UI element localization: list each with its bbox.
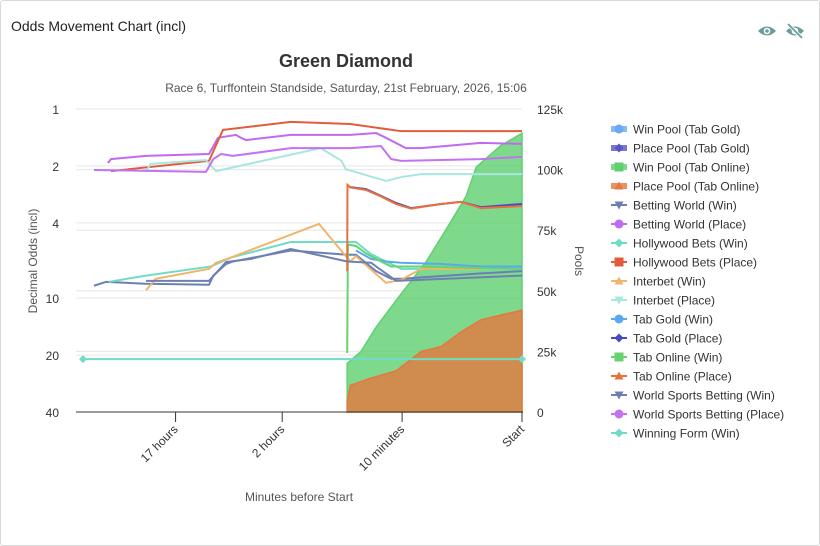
y2-tick-label: 0: [537, 406, 544, 420]
legend-marker-circle-icon: [614, 219, 624, 229]
line-series: [110, 120, 522, 173]
legend-item[interactable]: Win Pool (Tab Online): [611, 161, 750, 175]
legend-marker-triangle-icon: [614, 276, 624, 285]
y-tick-label: 10: [46, 292, 60, 306]
legend-label: Tab Gold (Place): [633, 332, 722, 346]
x-tick-label: 10 minutes: [356, 422, 407, 473]
legend-marker-diamond-icon: [614, 333, 624, 343]
y-tick-label: 2: [52, 160, 59, 174]
legend-item[interactable]: World Sports Betting (Win): [611, 389, 775, 403]
legend-label: Tab Online (Win): [633, 351, 722, 365]
legend-marker-triangle-down-icon: [614, 201, 624, 210]
legend-marker-diamond-icon: [614, 238, 624, 248]
line-series: [107, 132, 523, 164]
line-series: [346, 243, 523, 353]
eye-icon[interactable]: [757, 23, 777, 39]
legend-item[interactable]: Place Pool (Tab Gold): [611, 142, 750, 156]
x-tick-label: 2 hours: [249, 422, 287, 460]
legend-label: Win Pool (Tab Online): [633, 161, 750, 175]
legend-label: Hollywood Bets (Win): [633, 237, 748, 251]
legend-item[interactable]: Tab Gold (Place): [611, 332, 722, 346]
legend-item[interactable]: World Sports Betting (Place): [611, 408, 784, 422]
legend-marker-diamond-icon: [614, 143, 624, 153]
line-series: [93, 249, 523, 287]
legend-item[interactable]: Betting World (Place): [611, 218, 746, 232]
legend-marker-diamond-icon: [614, 428, 624, 438]
data-point-marker: [518, 355, 526, 364]
y2-tick-label: 100k: [537, 164, 564, 178]
x-tick-label: 17 hours: [138, 422, 181, 465]
line-series: [355, 249, 522, 268]
legend-marker-circle-icon: [614, 124, 624, 134]
legend-label: Place Pool (Tab Online): [633, 180, 759, 194]
y2-tick-label: 125k: [537, 103, 564, 117]
legend-item[interactable]: Winning Form (Win): [611, 427, 740, 441]
legend-label: Interbet (Win): [633, 275, 706, 289]
legend-item[interactable]: Betting World (Win): [611, 199, 737, 213]
y-tick-label: 4: [52, 217, 59, 231]
legend-marker-circle-icon: [614, 409, 624, 419]
y2-tick-label: 25k: [537, 345, 557, 359]
legend-marker-square-icon: [614, 352, 624, 362]
legend-label: World Sports Betting (Place): [633, 408, 784, 422]
eye-off-icon[interactable]: [785, 22, 805, 40]
y-tick-label: 40: [46, 406, 60, 420]
x-tick-label: Start: [499, 422, 527, 450]
legend-item[interactable]: Interbet (Place): [611, 294, 715, 308]
chart-subtitle: Race 6, Turffontein Standside, Saturday,…: [165, 81, 527, 95]
legend-item[interactable]: Interbet (Win): [611, 275, 706, 289]
legend-item[interactable]: Tab Online (Place): [611, 370, 732, 384]
legend-marker-square-icon: [614, 162, 624, 172]
legend-label: Betting World (Place): [633, 218, 746, 232]
legend-marker-triangle-down-icon: [614, 391, 624, 400]
legend-marker-circle-icon: [614, 314, 624, 324]
legend-item[interactable]: Tab Gold (Win): [611, 313, 713, 327]
line-series: [346, 182, 523, 272]
y2-tick-label: 75k: [537, 224, 557, 238]
legend-item[interactable]: Tab Online (Win): [611, 351, 722, 365]
legend-label: Place Pool (Tab Gold): [633, 142, 750, 156]
legend-item[interactable]: Hollywood Bets (Place): [611, 256, 757, 270]
legend-label: Tab Online (Place): [633, 370, 732, 384]
legend-marker-triangle-down-icon: [614, 296, 624, 305]
card-title: Odds Movement Chart (incl): [11, 18, 187, 34]
chart-title: Green Diamond: [279, 51, 413, 71]
legend-marker-triangle-icon: [614, 371, 624, 380]
legend-label: Tab Gold (Win): [633, 313, 713, 327]
line-series: [145, 147, 522, 182]
line-series: [93, 145, 523, 173]
line-series: [145, 222, 482, 292]
legend-label: World Sports Betting (Win): [633, 389, 775, 403]
legend-label: Winning Form (Win): [633, 427, 740, 441]
area-series: [346, 309, 523, 413]
legend-label: Interbet (Place): [633, 294, 715, 308]
data-point-marker: [79, 355, 88, 364]
legend-marker-triangle-icon: [614, 181, 624, 190]
line-series: [145, 247, 523, 282]
legend-label: Hollywood Bets (Place): [633, 256, 757, 270]
legend-item[interactable]: Hollywood Bets (Win): [611, 237, 748, 251]
legend-item[interactable]: Place Pool (Tab Online): [611, 180, 759, 194]
legend-marker-square-icon: [614, 257, 624, 267]
y-axis-label: Decimal Odds (incl): [26, 209, 40, 314]
y2-axis-label: Pools: [572, 246, 586, 276]
y2-tick-label: 50k: [537, 285, 557, 299]
y-tick-label: 20: [46, 349, 60, 363]
legend-label: Betting World (Win): [633, 199, 737, 213]
x-axis-label: Minutes before Start: [245, 490, 354, 504]
legend-item[interactable]: Win Pool (Tab Gold): [611, 123, 740, 137]
y-tick-label: 1: [52, 103, 59, 117]
legend-label: Win Pool (Tab Gold): [633, 123, 740, 137]
